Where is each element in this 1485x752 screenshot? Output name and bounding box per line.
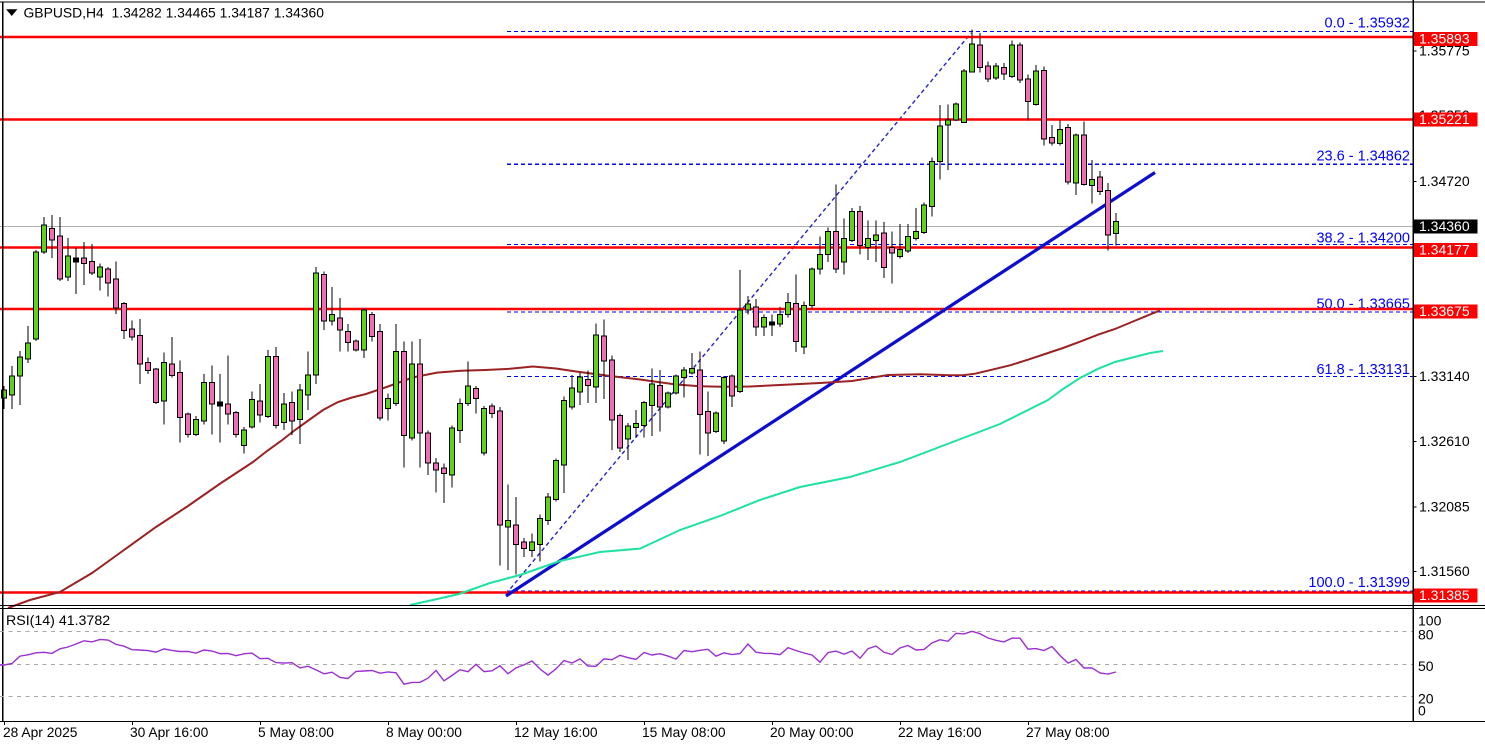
- svg-text:1.31385: 1.31385: [1419, 587, 1470, 603]
- svg-text:1.32610: 1.32610: [1419, 433, 1470, 449]
- svg-text:12 May 16:00: 12 May 16:00: [514, 725, 598, 740]
- svg-text:1.34360: 1.34360: [1419, 218, 1470, 234]
- svg-text:20 May 00:00: 20 May 00:00: [770, 725, 854, 740]
- svg-text:1.32085: 1.32085: [1419, 498, 1470, 514]
- svg-text:1.33675: 1.33675: [1419, 303, 1470, 319]
- svg-text:28 Apr 2025: 28 Apr 2025: [3, 725, 78, 740]
- svg-text:50: 50: [1418, 658, 1434, 674]
- svg-text:100: 100: [1418, 612, 1442, 628]
- svg-text:1.35775: 1.35775: [1419, 42, 1470, 58]
- svg-text:1.35893: 1.35893: [1419, 30, 1470, 46]
- svg-text:GBPUSD,H4 1.34282 1.34465 1.3: GBPUSD,H4 1.34282 1.34465 1.34187 1.3436…: [24, 5, 325, 21]
- svg-text:0.0 - 1.35932: 0.0 - 1.35932: [1325, 16, 1410, 32]
- svg-text:1.33140: 1.33140: [1419, 368, 1470, 384]
- svg-text:1.31560: 1.31560: [1419, 563, 1470, 579]
- svg-text:23.6 - 1.34862: 23.6 - 1.34862: [1316, 149, 1410, 165]
- svg-text:30 Apr 16:00: 30 Apr 16:00: [130, 725, 209, 740]
- svg-text:1.34177: 1.34177: [1419, 241, 1470, 257]
- svg-text:22 May 16:00: 22 May 16:00: [898, 725, 982, 740]
- svg-text:0: 0: [1418, 702, 1426, 718]
- svg-text:100.0 - 1.31399: 100.0 - 1.31399: [1308, 575, 1410, 591]
- svg-text:RSI(14) 41.3782: RSI(14) 41.3782: [6, 613, 110, 629]
- svg-text:15 May 08:00: 15 May 08:00: [642, 725, 726, 740]
- svg-text:20: 20: [1418, 690, 1434, 706]
- svg-text:27 May 08:00: 27 May 08:00: [1026, 725, 1110, 740]
- svg-text:38.2 - 1.34200: 38.2 - 1.34200: [1316, 231, 1410, 247]
- svg-text:8 May 00:00: 8 May 00:00: [386, 725, 462, 740]
- svg-text:1.34720: 1.34720: [1419, 173, 1470, 189]
- svg-text:80: 80: [1418, 626, 1434, 642]
- svg-text:61.8 - 1.33131: 61.8 - 1.33131: [1316, 362, 1410, 378]
- svg-text:50.0 - 1.33665: 50.0 - 1.33665: [1316, 297, 1410, 313]
- svg-text:1.35221: 1.35221: [1419, 111, 1470, 127]
- svg-text:5 May 08:00: 5 May 08:00: [258, 725, 334, 740]
